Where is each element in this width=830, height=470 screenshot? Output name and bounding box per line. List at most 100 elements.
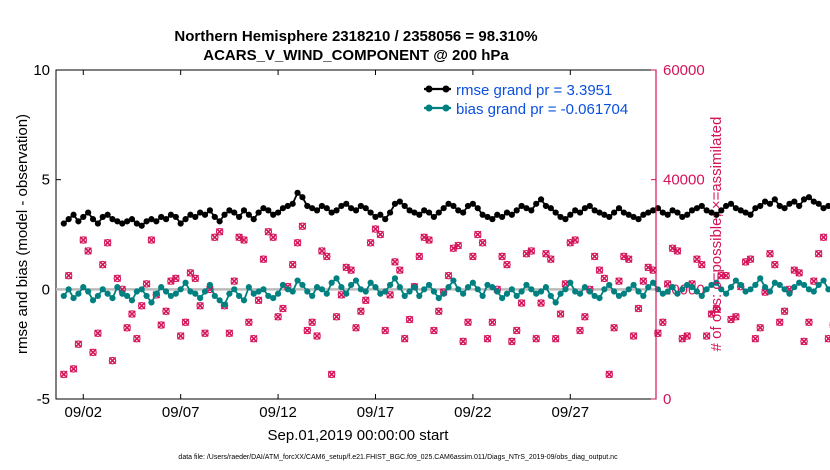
obs-assimilated-marker	[571, 236, 579, 244]
rmse-point	[240, 207, 248, 214]
bias-point	[85, 288, 92, 295]
obs-assimilated-marker	[435, 307, 443, 316]
rmse-point	[742, 209, 749, 216]
bias-point	[143, 292, 150, 300]
obs-possible-marker	[303, 326, 312, 335]
rmse-point	[192, 213, 199, 221]
obs-assimilated-marker	[361, 296, 370, 305]
bias-point	[786, 290, 793, 297]
bias-point	[158, 284, 165, 291]
obs-assimilated-marker	[400, 334, 409, 343]
legend: rmse grand pr = 3.3951 bias grand pr = -…	[419, 76, 651, 118]
rmse-point	[60, 220, 67, 227]
obs-assimilated-marker	[196, 302, 204, 310]
obs-assimilated-marker	[639, 277, 648, 285]
rmse-point	[265, 207, 272, 214]
bias-point	[805, 286, 813, 293]
bias-point	[89, 297, 97, 304]
bias-point	[752, 281, 759, 289]
bias-point	[323, 290, 330, 297]
obs-assimilated-marker	[810, 277, 818, 285]
rmse-point	[94, 220, 101, 227]
obs-assimilated-marker	[137, 302, 146, 310]
bias-point	[430, 288, 438, 295]
rmse-point	[703, 207, 710, 214]
obs-assimilated-marker	[347, 266, 355, 274]
bias-point	[766, 288, 774, 295]
bias-point	[757, 275, 764, 282]
chart-title-line-1: Northern Hemisphere 2318210 / 2358056 = …	[174, 28, 537, 45]
obs-assimilated-marker	[74, 340, 83, 348]
bias-point	[124, 292, 131, 300]
obs-possible-marker	[444, 271, 453, 280]
obs-assimilated-marker	[659, 318, 667, 326]
rmse-point	[688, 207, 696, 214]
obs-possible-marker	[512, 326, 521, 335]
bias-point	[542, 284, 550, 291]
obs-possible-marker	[698, 260, 706, 269]
y-axis-right-label: # of obs: o=possible; ×=assimilated	[708, 117, 725, 352]
obs-possible-marker	[64, 271, 73, 280]
rmse-point	[177, 220, 184, 227]
obs-possible-marker	[162, 307, 170, 316]
obs-assimilated-marker	[69, 365, 78, 373]
obs-possible-marker	[615, 277, 623, 285]
bias-point	[474, 286, 481, 293]
obs-assimilated-marker	[84, 247, 92, 255]
obs-possible-marker	[673, 247, 682, 255]
obs-possible-marker	[805, 318, 813, 326]
y-tick-right-label: 60000	[663, 62, 705, 79]
bias-point	[596, 295, 603, 302]
obs-assimilated-marker	[64, 271, 73, 280]
obs-possible-marker	[766, 249, 774, 258]
obs-assimilated-marker	[702, 332, 711, 340]
obs-possible-marker	[639, 277, 648, 285]
obs-possible-marker	[196, 302, 204, 310]
bias-point	[304, 288, 311, 295]
rmse-point	[226, 207, 233, 214]
obs-possible-marker	[474, 230, 482, 239]
bias-point	[148, 299, 155, 306]
rmse-point	[109, 216, 116, 223]
obs-possible-marker	[537, 299, 545, 307]
bias-point	[747, 286, 754, 293]
bias-point	[313, 284, 321, 291]
obs-possible-marker	[313, 332, 321, 340]
obs-possible-marker	[172, 274, 180, 283]
obs-possible-marker	[308, 318, 316, 326]
bias-point	[800, 281, 808, 289]
bias-point	[216, 297, 223, 304]
bias-point	[460, 290, 467, 297]
data-file-footnote: data file: /Users/raeder/DAI/ATM_forcXX/…	[178, 454, 618, 461]
rmse-point	[172, 213, 179, 221]
bias-point	[494, 288, 501, 295]
obs-assimilated-marker	[391, 258, 399, 266]
obs-possible-marker	[746, 255, 755, 263]
obs-possible-marker	[663, 280, 672, 288]
rmse-point	[440, 205, 447, 212]
obs-assimilated-marker	[142, 280, 151, 288]
rmse-series	[60, 189, 830, 229]
bias-point	[352, 277, 360, 284]
obs-assimilated-marker	[98, 260, 107, 269]
bias-point	[820, 277, 827, 284]
bias-point	[231, 286, 238, 293]
rmse-point	[245, 211, 252, 218]
bias-point	[810, 288, 817, 295]
obs-possible-marker	[425, 236, 433, 244]
y-tick-left-label: -5	[37, 391, 50, 408]
obs-assimilated-marker	[128, 310, 136, 318]
obs-possible-marker	[654, 329, 662, 337]
obs-possible-marker	[396, 266, 404, 274]
rmse-point	[352, 207, 360, 214]
rmse-point	[499, 213, 506, 221]
obs-possible-marker	[201, 329, 209, 337]
rmse-point	[469, 200, 476, 207]
bias-point	[411, 284, 418, 291]
y-axis-left: 10 5 0 -5	[33, 62, 61, 408]
bias-point	[362, 288, 369, 295]
obs-possible-marker	[464, 318, 472, 326]
obs-possible-marker	[810, 277, 818, 285]
bias-point	[128, 297, 136, 304]
